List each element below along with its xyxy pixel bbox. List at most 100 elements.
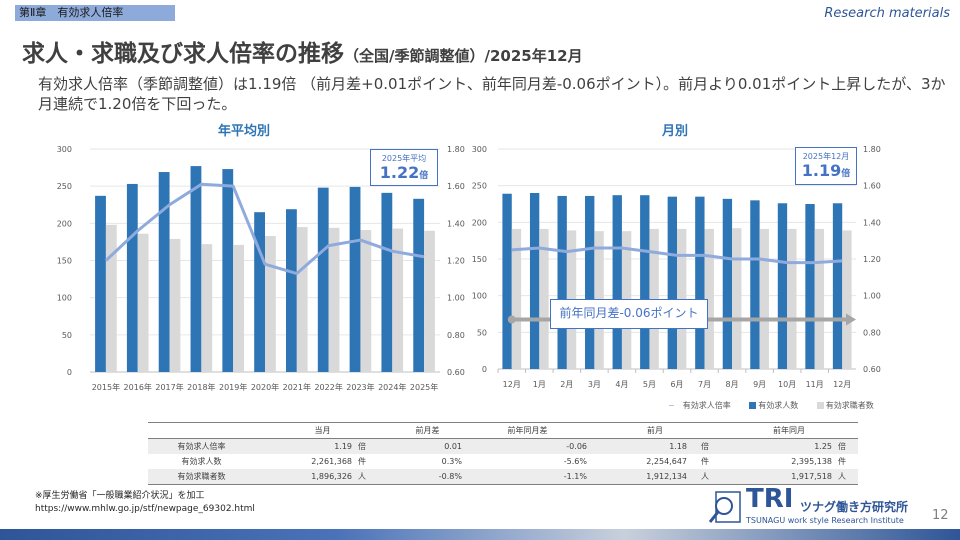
x-tick-label: 2月 bbox=[560, 380, 573, 389]
chart-title-monthly: 月別 bbox=[662, 124, 689, 139]
bar-seekers bbox=[539, 228, 549, 369]
chapter-label: 第Ⅱ章 有効求人倍率 bbox=[15, 5, 175, 21]
bar-openings bbox=[95, 195, 106, 372]
col-mom: 前月差 bbox=[390, 422, 465, 439]
bar-openings bbox=[254, 212, 265, 372]
x-tick-label: 2024年 bbox=[378, 382, 406, 392]
bar-seekers bbox=[105, 224, 117, 372]
x-tick-label: 2015年 bbox=[92, 382, 120, 392]
callout-label: 2025年12月 bbox=[802, 152, 850, 161]
yoy-annotation: 前年同月差-0.06ポイント bbox=[550, 299, 708, 329]
x-tick-label: 8月 bbox=[726, 380, 739, 389]
y-tick-label: 300 bbox=[57, 145, 72, 154]
cell-unit: 倍 bbox=[690, 438, 720, 454]
bar-openings bbox=[832, 203, 843, 369]
cell: -0.8% bbox=[390, 469, 465, 485]
summary-table: 当月 前月差 前年同月差 前月 前年同月 有効求人倍率 1.19 倍 0.01 -0.0… bbox=[148, 422, 858, 485]
legend-ratio: − 有効求人倍率 bbox=[668, 401, 731, 410]
col-prev-year: 前年同月 bbox=[720, 422, 858, 439]
y2-tick-label: 1.60 bbox=[863, 182, 881, 191]
cell: 1.19 bbox=[255, 438, 355, 454]
bar-seekers bbox=[328, 227, 340, 372]
ratio-line bbox=[104, 182, 425, 276]
x-tick-label: 2020年 bbox=[251, 382, 279, 392]
bar-seekers bbox=[704, 228, 714, 369]
yoy-arrow-head bbox=[846, 313, 856, 326]
y-tick-label: 0 bbox=[67, 368, 72, 377]
row-label: 有効求人数 bbox=[181, 456, 222, 466]
bar-openings bbox=[750, 200, 760, 369]
title-sub: （全国/季節調整値）/2025年12月 bbox=[344, 47, 583, 65]
bar-openings bbox=[722, 198, 733, 369]
cell: -5.6% bbox=[563, 456, 587, 466]
x-tick-label: 12月 bbox=[503, 380, 521, 389]
legend-openings: 有効求人数 bbox=[749, 401, 806, 410]
cell: 1,896,326 bbox=[255, 469, 355, 485]
footer-bar bbox=[0, 529, 960, 540]
table-header: 当月 前月差 前年同月差 前月 前年同月 bbox=[148, 422, 858, 439]
x-tick-label: 2018年 bbox=[187, 382, 215, 392]
research-materials-label: Research materials bbox=[824, 6, 950, 21]
table-row: 有効求人倍率 1.19 倍 0.01 -0.06 1.18 倍 1.25 倍 bbox=[148, 438, 858, 454]
ratio-line bbox=[511, 246, 843, 265]
logo-magnifier-icon bbox=[708, 491, 741, 523]
y2-tick-label: 0.60 bbox=[447, 368, 465, 377]
bar-seekers bbox=[169, 238, 181, 372]
cell: 2,254,647 bbox=[646, 456, 687, 466]
monthly-callout: 2025年12月 1.19倍 bbox=[795, 147, 857, 185]
tri-logo: TRI ツナグ働き方研究所 TSUNAGU work style Researc… bbox=[708, 484, 928, 528]
bar-openings bbox=[529, 193, 540, 369]
y-tick-label: 50 bbox=[477, 328, 487, 337]
bar-seekers bbox=[201, 244, 213, 372]
cell-unit: 件 bbox=[838, 456, 846, 466]
y-tick-label: 0 bbox=[482, 365, 487, 374]
cell: -1.1% bbox=[465, 469, 590, 485]
x-tick-label: 3月 bbox=[588, 380, 601, 389]
row-label: 有効求職者数 bbox=[148, 469, 255, 485]
cell-unit: 人 bbox=[690, 469, 720, 485]
bar-seekers bbox=[787, 228, 797, 369]
annual-callout: 2025年平均 1.22倍 bbox=[370, 149, 438, 186]
bar-seekers bbox=[677, 228, 687, 369]
y2-tick-label: 1.80 bbox=[863, 145, 881, 154]
y2-tick-label: 1.00 bbox=[447, 294, 465, 303]
bar-openings bbox=[286, 209, 297, 372]
col-yoy: 前年同月差 bbox=[465, 422, 590, 439]
page-title: 求人・求職及び求人倍率の推移（全国/季節調整値）/2025年12月 bbox=[22, 34, 583, 68]
col-current: 当月 bbox=[255, 422, 390, 439]
y-tick-label: 100 bbox=[472, 292, 487, 301]
yoy-arrow-start bbox=[507, 315, 516, 324]
source-text: ※厚生労働省「一般職業紹介状況」を加工 bbox=[35, 491, 205, 501]
y-tick-label: 200 bbox=[57, 219, 72, 228]
source-url[interactable]: https://www.mhlw.go.jp/stf/newpage_69302… bbox=[35, 504, 255, 514]
cell-unit: 件 bbox=[701, 456, 709, 466]
callout-label: 2025年平均 bbox=[381, 154, 427, 163]
bar-seekers bbox=[732, 228, 742, 369]
cell: 2,261,368 bbox=[311, 456, 352, 466]
cell: 0.01 bbox=[390, 438, 465, 454]
row-label: 有効求人倍率 bbox=[148, 438, 255, 454]
x-tick-label: 6月 bbox=[670, 380, 683, 389]
bar-seekers bbox=[360, 230, 372, 372]
bar-openings bbox=[349, 186, 361, 372]
y2-tick-label: 0.80 bbox=[447, 331, 465, 340]
bar-openings bbox=[695, 196, 705, 369]
y2-tick-label: 1.20 bbox=[447, 257, 465, 266]
x-tick-label: 12月 bbox=[833, 380, 851, 389]
cell: 1,912,134 bbox=[590, 469, 690, 485]
y-tick-label: 50 bbox=[62, 331, 72, 340]
cell-unit: 人 bbox=[355, 469, 390, 485]
page-number: 12 bbox=[932, 508, 949, 523]
x-tick-label: 2023年 bbox=[346, 382, 374, 392]
x-tick-label: 2021年 bbox=[283, 382, 311, 392]
x-tick-label: 11月 bbox=[806, 380, 824, 389]
x-tick-label: 4月 bbox=[615, 380, 628, 389]
bar-openings bbox=[413, 198, 425, 372]
bar-openings bbox=[317, 187, 329, 372]
cell-unit: 倍 bbox=[355, 438, 390, 454]
cell-unit: 件 bbox=[358, 456, 366, 466]
x-tick-label: 7月 bbox=[698, 380, 711, 389]
cell-unit: 倍 bbox=[835, 438, 858, 454]
bar-openings bbox=[612, 195, 622, 369]
bar-openings bbox=[777, 203, 788, 369]
